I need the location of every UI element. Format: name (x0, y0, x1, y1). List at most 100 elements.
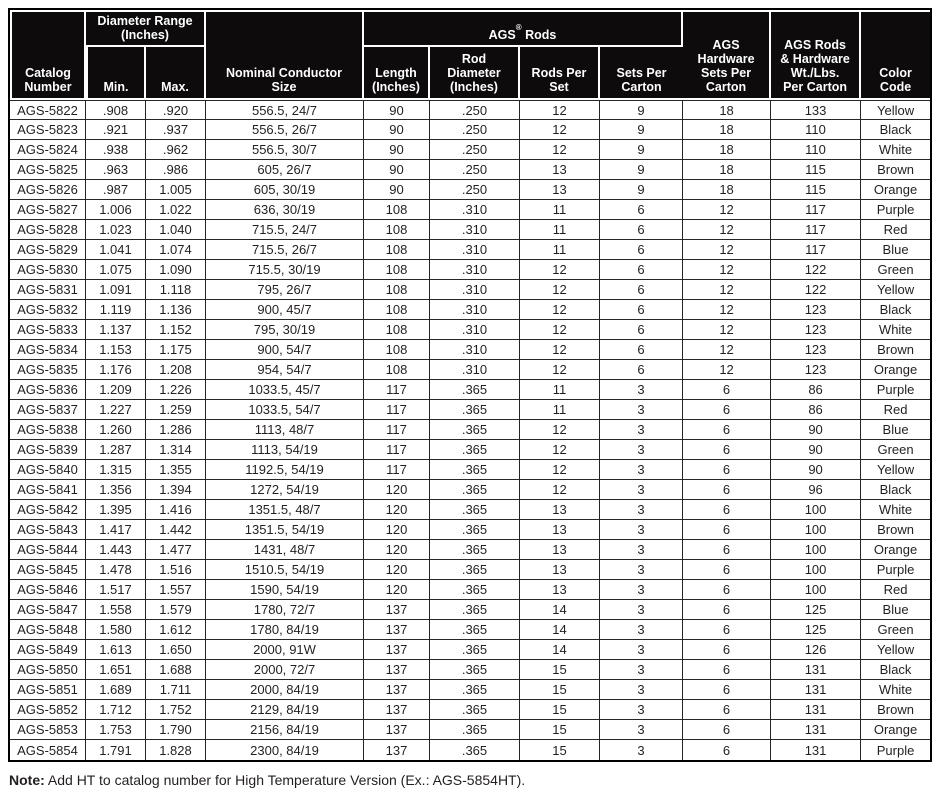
cell-hardware-sets-per-carton: 6 (683, 580, 772, 600)
cell-rod-diameter: .365 (430, 740, 520, 760)
cell-rod-diameter: .365 (430, 540, 520, 560)
table-row: AGS-5850 1.651 1.688 2000, 72/7 137.365 15 3 6 1… (10, 660, 931, 680)
table-row: AGS-5837 1.227 1.259 1033.5, 54/7 117.365 11 3… (10, 400, 931, 420)
cell-hardware-sets-per-carton: 6 (683, 440, 772, 460)
cell-catalog-number: AGS-5849 (10, 640, 86, 660)
cell-length: 117 (364, 420, 430, 440)
cell-catalog-number: AGS-5837 (10, 400, 86, 420)
cell-nominal-conductor-size: 795, 30/19 (206, 320, 364, 340)
cell-catalog-number: AGS-5831 (10, 280, 86, 300)
cell-min: .908 (86, 100, 146, 120)
cell-wt-lbs-per-carton: 100 (771, 540, 862, 560)
cell-rods-per-set: 13 (520, 160, 600, 180)
cell-rod-diameter: .250 (430, 140, 520, 160)
cell-color-code: Black (861, 480, 931, 500)
cell-sets-per-carton: 6 (600, 340, 684, 360)
cell-min: 1.443 (86, 540, 146, 560)
cell-length: 137 (364, 640, 430, 660)
cell-sets-per-carton: 3 (600, 640, 684, 660)
col-header-rod-diameter: Rod Diameter (Inches) (430, 47, 520, 100)
cell-min: 1.209 (86, 380, 146, 400)
cell-hardware-sets-per-carton: 18 (683, 160, 772, 180)
cell-max: 1.688 (146, 660, 206, 680)
cell-length: 137 (364, 680, 430, 700)
cell-length: 137 (364, 700, 430, 720)
cell-max: 1.355 (146, 460, 206, 480)
cell-wt-lbs-per-carton: 115 (771, 180, 862, 200)
cell-catalog-number: AGS-5822 (10, 100, 86, 120)
cell-max: 1.828 (146, 740, 206, 760)
cell-hardware-sets-per-carton: 6 (683, 560, 772, 580)
cell-wt-lbs-per-carton: 90 (771, 460, 862, 480)
cell-catalog-number: AGS-5834 (10, 340, 86, 360)
cell-hardware-sets-per-carton: 12 (683, 200, 772, 220)
cell-max: 1.226 (146, 380, 206, 400)
footnote-label: Note: (9, 772, 45, 788)
cell-catalog-number: AGS-5828 (10, 220, 86, 240)
cell-color-code: Orange (861, 360, 931, 380)
cell-wt-lbs-per-carton: 100 (771, 500, 862, 520)
cell-wt-lbs-per-carton: 126 (771, 640, 862, 660)
cell-rod-diameter: .365 (430, 400, 520, 420)
cell-min: .921 (86, 120, 146, 140)
cell-nominal-conductor-size: 605, 30/19 (206, 180, 364, 200)
table-row: AGS-5838 1.260 1.286 1113, 48/7 117.365 12 3 6 9… (10, 420, 931, 440)
cell-hardware-sets-per-carton: 6 (683, 620, 772, 640)
cell-min: 1.395 (86, 500, 146, 520)
table-row: AGS-5830 1.075 1.090 715.5, 30/19 108.310 12 6… (10, 260, 931, 280)
cell-nominal-conductor-size: 900, 45/7 (206, 300, 364, 320)
table-row: AGS-5848 1.580 1.612 1780, 84/19 137.365 14 3 6… (10, 620, 931, 640)
col-header-catalog-number: Catalog Number (10, 10, 86, 100)
cell-catalog-number: AGS-5838 (10, 420, 86, 440)
cell-nominal-conductor-size: 556.5, 26/7 (206, 120, 364, 140)
cell-max: 1.416 (146, 500, 206, 520)
cell-rod-diameter: .310 (430, 360, 520, 380)
cell-catalog-number: AGS-5840 (10, 460, 86, 480)
footnote: Note: Add HT to catalog number for High … (9, 772, 932, 788)
cell-wt-lbs-per-carton: 96 (771, 480, 862, 500)
cell-rod-diameter: .310 (430, 240, 520, 260)
cell-sets-per-carton: 3 (600, 420, 684, 440)
cell-rod-diameter: .365 (430, 720, 520, 740)
cell-color-code: Red (861, 400, 931, 420)
cell-sets-per-carton: 6 (600, 300, 684, 320)
cell-nominal-conductor-size: 2000, 72/7 (206, 660, 364, 680)
cell-max: 1.790 (146, 720, 206, 740)
cell-wt-lbs-per-carton: 123 (771, 300, 862, 320)
cell-catalog-number: AGS-5846 (10, 580, 86, 600)
cell-catalog-number: AGS-5829 (10, 240, 86, 260)
cell-length: 117 (364, 440, 430, 460)
cell-sets-per-carton: 6 (600, 240, 684, 260)
cell-hardware-sets-per-carton: 6 (683, 680, 772, 700)
table-row: AGS-5841 1.356 1.394 1272, 54/19 120.365 12 3 6… (10, 480, 931, 500)
cell-rod-diameter: .365 (430, 560, 520, 580)
table-row: AGS-5832 1.119 1.136 900, 45/7 108.310 12 6 12 1… (10, 300, 931, 320)
cell-wt-lbs-per-carton: 125 (771, 600, 862, 620)
cell-hardware-sets-per-carton: 6 (683, 600, 772, 620)
cell-min: 1.075 (86, 260, 146, 280)
cell-catalog-number: AGS-5836 (10, 380, 86, 400)
cell-catalog-number: AGS-5842 (10, 500, 86, 520)
cell-rod-diameter: .365 (430, 600, 520, 620)
cell-wt-lbs-per-carton: 131 (771, 660, 862, 680)
cell-max: 1.118 (146, 280, 206, 300)
footnote-text: Add HT to catalog number for High Temper… (44, 772, 526, 788)
table-row: AGS-5839 1.287 1.314 1113, 54/19 117.365 12 3 6… (10, 440, 931, 460)
cell-wt-lbs-per-carton: 100 (771, 520, 862, 540)
cell-sets-per-carton: 6 (600, 260, 684, 280)
cell-rods-per-set: 12 (520, 120, 600, 140)
cell-rods-per-set: 11 (520, 380, 600, 400)
col-group-ags-rods: AGS® Rods (364, 10, 684, 47)
col-header-sets-per-carton: Sets Per Carton (600, 47, 684, 100)
cell-hardware-sets-per-carton: 18 (683, 120, 772, 140)
cell-color-code: Red (861, 580, 931, 600)
col-header-max: Max. (146, 47, 206, 100)
cell-min: 1.417 (86, 520, 146, 540)
cell-length: 108 (364, 300, 430, 320)
cell-max: 1.752 (146, 700, 206, 720)
table-row: AGS-5827 1.006 1.022 636, 30/19 108.310 11 6 12… (10, 200, 931, 220)
cell-color-code: White (861, 680, 931, 700)
table-row: AGS-5843 1.417 1.442 1351.5, 54/19 120.365 13… (10, 520, 931, 540)
cell-hardware-sets-per-carton: 12 (683, 260, 772, 280)
cell-length: 117 (364, 460, 430, 480)
